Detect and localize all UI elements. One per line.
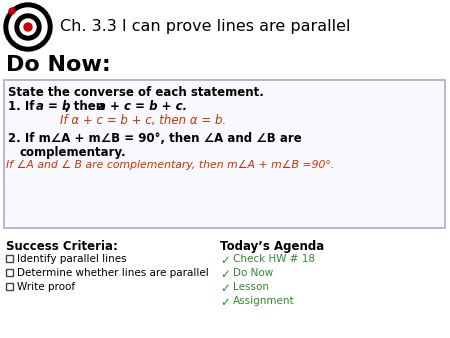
Text: Identify parallel lines: Identify parallel lines (17, 254, 126, 264)
FancyBboxPatch shape (6, 283, 13, 290)
FancyBboxPatch shape (6, 255, 13, 262)
Text: If ∠A and ∠ B are complementary, then m∠A + m∠B =90°.: If ∠A and ∠ B are complementary, then m∠… (6, 160, 334, 170)
Circle shape (20, 19, 36, 35)
Text: If α + c = b + c, then α = b.: If α + c = b + c, then α = b. (60, 114, 226, 127)
Circle shape (9, 8, 15, 14)
Text: Do Now: Do Now (233, 268, 273, 278)
Text: Assignment: Assignment (233, 296, 295, 306)
Text: a + c = b + c.: a + c = b + c. (98, 100, 187, 113)
Text: ✓: ✓ (220, 268, 230, 281)
Circle shape (9, 8, 47, 46)
Text: Today’s Agenda: Today’s Agenda (220, 240, 324, 253)
Text: complementary.: complementary. (20, 146, 126, 159)
Text: Check HW # 18: Check HW # 18 (233, 254, 315, 264)
Text: Lesson: Lesson (233, 282, 269, 292)
Text: Do Now:: Do Now: (6, 55, 111, 75)
Text: Write proof: Write proof (17, 282, 75, 292)
Circle shape (15, 14, 41, 40)
Circle shape (4, 3, 52, 51)
Text: 2. If m∠A + m∠B = 90°, then ∠A and ∠B are: 2. If m∠A + m∠B = 90°, then ∠A and ∠B ar… (8, 132, 302, 145)
FancyBboxPatch shape (6, 269, 13, 276)
Text: a = b: a = b (36, 100, 70, 113)
Text: Determine whether lines are parallel: Determine whether lines are parallel (17, 268, 209, 278)
Text: ✓: ✓ (220, 296, 230, 309)
Text: Ch. 3.3 I can prove lines are parallel: Ch. 3.3 I can prove lines are parallel (60, 19, 351, 33)
Text: , then: , then (65, 100, 108, 113)
Text: 1. If: 1. If (8, 100, 39, 113)
Text: ✓: ✓ (220, 254, 230, 267)
Text: State the converse of each statement.: State the converse of each statement. (8, 86, 264, 99)
FancyBboxPatch shape (4, 80, 445, 228)
Text: Success Criteria:: Success Criteria: (6, 240, 118, 253)
Circle shape (24, 23, 32, 31)
Text: ✓: ✓ (220, 282, 230, 295)
